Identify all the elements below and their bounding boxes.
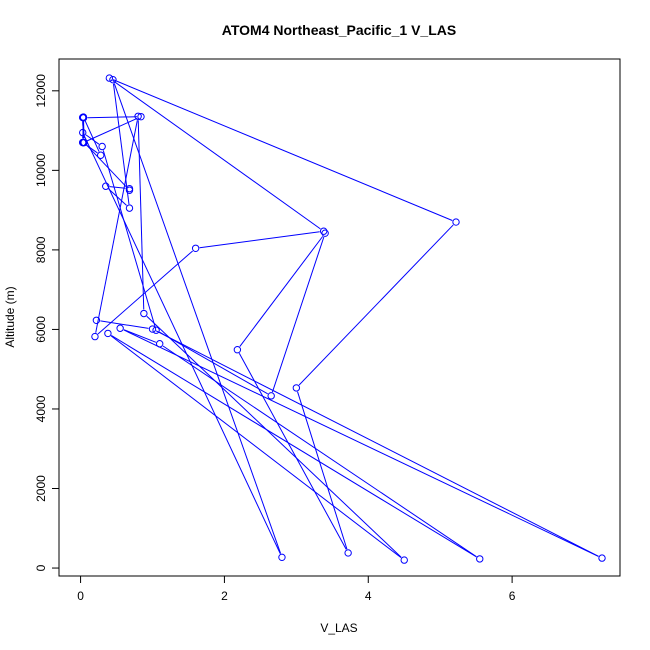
data-point <box>125 186 134 194</box>
series-segment <box>155 330 599 557</box>
data-point <box>344 549 352 557</box>
data-point <box>598 554 606 562</box>
series-segment <box>85 134 100 145</box>
series-segment <box>84 120 100 152</box>
series-segment <box>110 335 402 559</box>
x-tick-label: 0 <box>77 589 84 603</box>
series-segment <box>112 79 453 221</box>
data-point <box>319 227 328 235</box>
y-tick-label: 2000 <box>34 475 48 502</box>
series-segment <box>86 145 128 188</box>
data-point <box>400 556 408 564</box>
y-tick-label: 8000 <box>34 236 48 263</box>
data-point <box>116 324 124 332</box>
series-segment <box>113 83 282 554</box>
data-point <box>155 340 164 348</box>
x-axis: 0 2 4 6 <box>77 575 516 603</box>
data-point <box>98 142 106 151</box>
x-tick-label: 4 <box>365 589 372 603</box>
data-point <box>321 229 329 237</box>
series-segment <box>111 335 477 558</box>
data-point <box>134 112 142 120</box>
series-segment <box>271 236 325 393</box>
series-segment <box>297 391 348 550</box>
series-segment <box>112 83 130 205</box>
chart-title: ATOM4 Northeast_Pacific_1 V_LAS <box>222 22 456 38</box>
data-point <box>148 325 157 333</box>
series-segment <box>83 135 281 554</box>
data-point <box>476 555 484 563</box>
data-point <box>105 74 114 82</box>
data-point <box>125 204 134 212</box>
series-segment <box>123 329 157 343</box>
data-point <box>140 309 148 318</box>
series-segment <box>146 315 402 558</box>
data-point <box>109 75 117 84</box>
y-tick-label: 4000 <box>34 395 48 422</box>
y-axis-label: Altitude (m) <box>3 286 17 347</box>
series-segment <box>85 144 98 154</box>
data-point <box>278 553 286 562</box>
series-layer <box>79 74 606 564</box>
data-point <box>152 326 160 334</box>
data-point <box>79 138 88 147</box>
data-point <box>91 332 99 341</box>
data-point <box>137 112 145 121</box>
series-segment <box>95 120 138 333</box>
series-segment <box>108 188 127 206</box>
series-segment <box>102 150 156 327</box>
data-point <box>92 316 101 324</box>
data-point <box>104 329 112 338</box>
x-tick-label: 2 <box>221 589 228 603</box>
y-tick-label: 10000 <box>34 153 48 187</box>
series-segment <box>109 186 126 189</box>
data-point <box>267 392 275 400</box>
data-point <box>79 128 87 137</box>
series-segment <box>298 224 454 386</box>
data-point <box>79 113 87 122</box>
series-segment <box>238 352 347 550</box>
series-segment <box>137 120 145 310</box>
series-segment <box>123 329 599 557</box>
series-segment <box>100 320 149 329</box>
series-segment <box>87 116 138 119</box>
series-segment <box>112 80 321 230</box>
data-point <box>233 346 242 354</box>
data-point <box>452 218 460 226</box>
y-axis: 0 2000 4000 6000 8000 10000 12000 <box>34 74 60 571</box>
series-segment <box>199 231 320 249</box>
y-tick-label: 12000 <box>34 74 48 108</box>
data-point <box>97 151 105 159</box>
series-segment <box>86 117 138 142</box>
x-axis-label: V_LAS <box>320 621 357 635</box>
data-point <box>191 244 200 253</box>
y-tick-label: 0 <box>34 564 48 571</box>
data-point <box>102 182 110 190</box>
data-point <box>292 384 301 392</box>
y-tick-label: 6000 <box>34 316 48 343</box>
series-segment <box>162 345 477 558</box>
series-segment <box>239 236 324 347</box>
x-tick-label: 6 <box>509 589 516 603</box>
